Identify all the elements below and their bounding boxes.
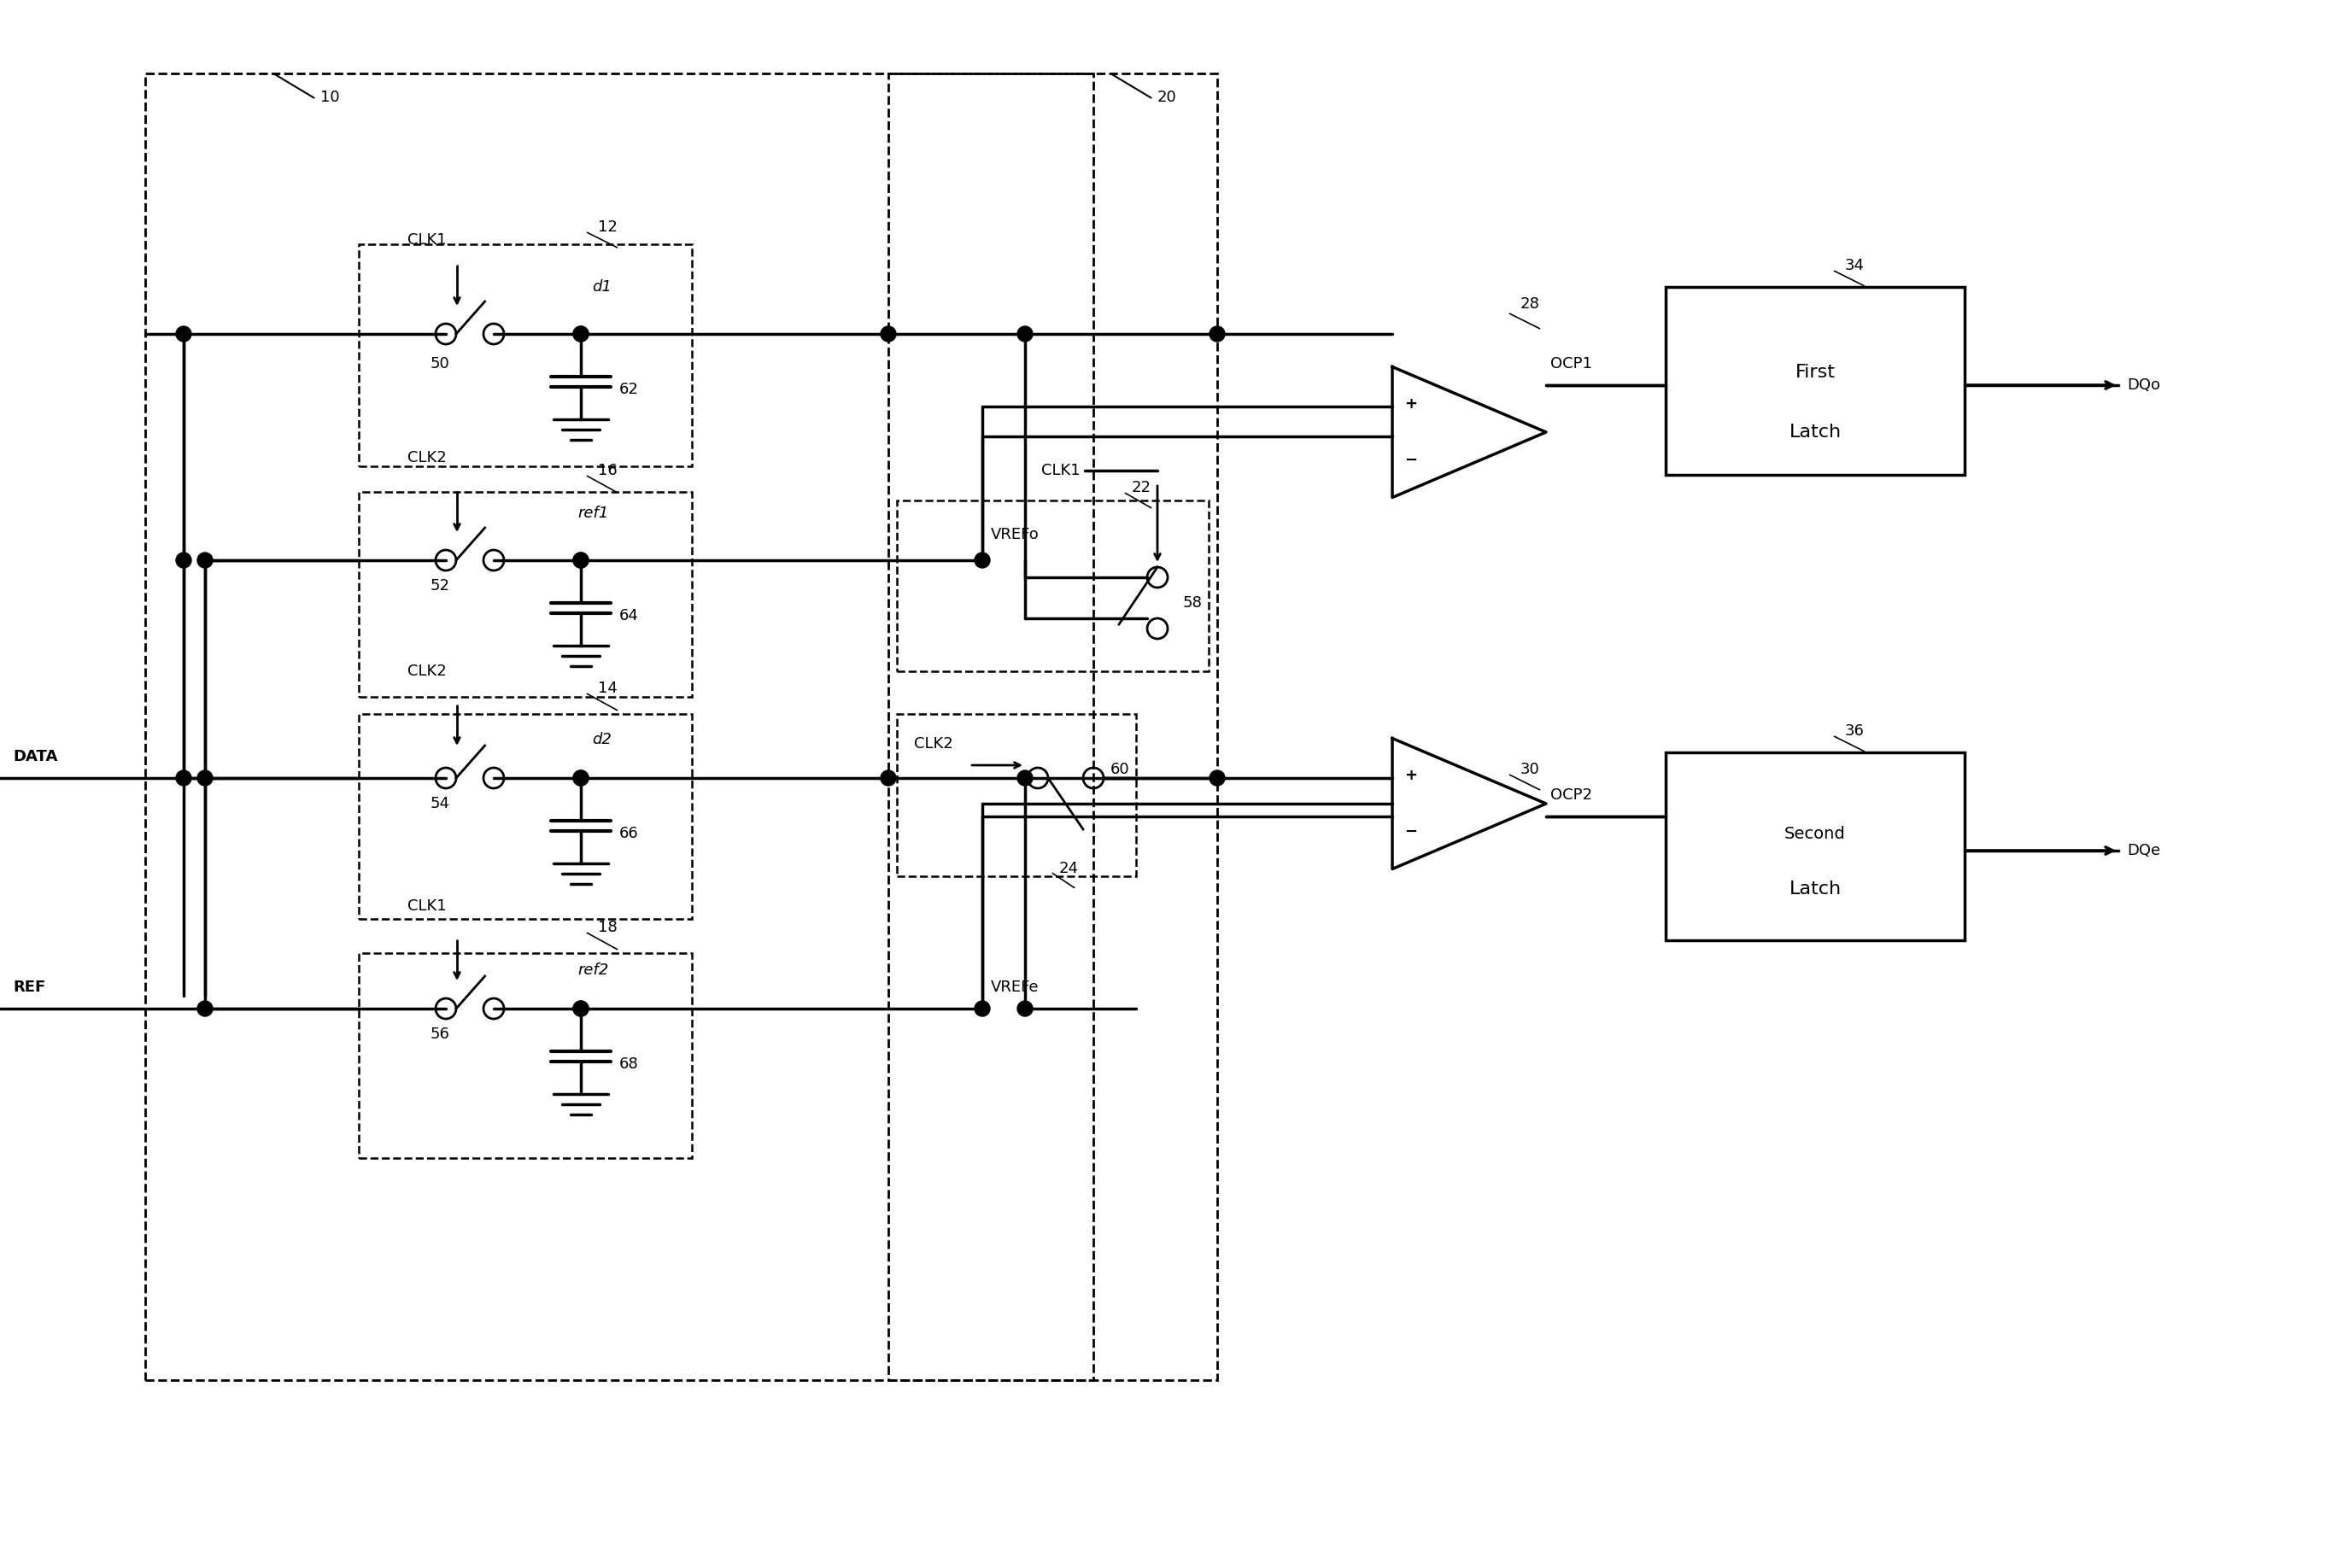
Text: 56: 56	[430, 1027, 449, 1041]
Circle shape	[197, 770, 214, 786]
Text: 22: 22	[1132, 480, 1151, 495]
Text: +: +	[1405, 768, 1416, 782]
Text: CLK2: CLK2	[409, 663, 446, 679]
Text: CLK1: CLK1	[409, 232, 446, 248]
Text: VREFe: VREFe	[991, 980, 1038, 996]
Text: CLK1: CLK1	[409, 898, 446, 914]
Text: ref2: ref2	[578, 963, 608, 978]
Text: DQo: DQo	[2126, 378, 2161, 394]
Text: 14: 14	[599, 681, 618, 696]
Text: d2: d2	[592, 732, 613, 748]
Text: 34: 34	[1844, 257, 1865, 273]
Text: 28: 28	[1520, 296, 1541, 312]
Text: Second: Second	[1785, 825, 1846, 842]
Circle shape	[176, 552, 190, 568]
Text: 30: 30	[1520, 762, 1541, 778]
Text: −: −	[1405, 825, 1416, 840]
Circle shape	[176, 770, 190, 786]
Circle shape	[1210, 770, 1224, 786]
Circle shape	[573, 1000, 590, 1016]
Text: CLK2: CLK2	[914, 735, 954, 751]
Text: First: First	[1795, 364, 1835, 381]
Circle shape	[197, 1000, 214, 1016]
Circle shape	[573, 1000, 590, 1016]
Text: 52: 52	[430, 579, 449, 594]
Text: 64: 64	[620, 608, 639, 624]
Text: 24: 24	[1059, 861, 1078, 877]
Text: 54: 54	[430, 797, 449, 811]
Circle shape	[881, 326, 895, 342]
Text: 18: 18	[599, 920, 618, 935]
Text: DQe: DQe	[2126, 844, 2161, 858]
Circle shape	[975, 1000, 989, 1016]
Text: −: −	[1405, 453, 1416, 469]
Text: d1: d1	[592, 279, 613, 295]
Text: CLK1: CLK1	[1041, 463, 1081, 478]
Text: 20: 20	[1158, 89, 1177, 105]
Circle shape	[1017, 770, 1034, 786]
Circle shape	[573, 552, 590, 568]
Text: 68: 68	[620, 1057, 639, 1073]
Circle shape	[573, 326, 590, 342]
Text: DATA: DATA	[12, 750, 59, 764]
Circle shape	[1017, 326, 1034, 342]
Text: ref1: ref1	[578, 505, 608, 521]
Circle shape	[573, 552, 590, 568]
Circle shape	[1210, 326, 1224, 342]
Text: Latch: Latch	[1790, 881, 1842, 897]
Circle shape	[573, 326, 590, 342]
Text: VREFo: VREFo	[991, 527, 1038, 543]
Text: 60: 60	[1111, 762, 1130, 778]
Text: OCP2: OCP2	[1550, 787, 1593, 803]
Text: Latch: Latch	[1790, 423, 1842, 441]
Text: 62: 62	[620, 381, 639, 397]
Circle shape	[573, 770, 590, 786]
Text: 58: 58	[1184, 596, 1203, 610]
Text: 66: 66	[620, 826, 639, 840]
Text: REF: REF	[12, 980, 45, 996]
Circle shape	[197, 552, 214, 568]
Text: CLK2: CLK2	[409, 450, 446, 466]
Text: 12: 12	[599, 220, 618, 235]
Circle shape	[975, 552, 989, 568]
Text: OCP1: OCP1	[1550, 356, 1593, 372]
Text: 50: 50	[430, 356, 449, 372]
Text: +: +	[1405, 397, 1416, 411]
Text: 16: 16	[599, 463, 618, 478]
Circle shape	[573, 770, 590, 786]
Circle shape	[1017, 1000, 1034, 1016]
Text: 36: 36	[1844, 723, 1865, 739]
Text: 10: 10	[319, 89, 341, 105]
Circle shape	[176, 326, 190, 342]
Circle shape	[881, 770, 895, 786]
